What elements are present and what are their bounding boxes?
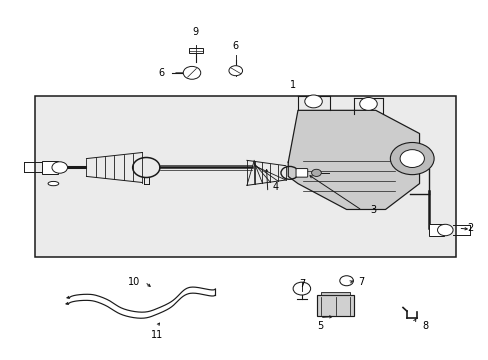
Circle shape [359, 98, 376, 111]
Circle shape [304, 95, 322, 108]
Circle shape [399, 150, 424, 167]
Text: 11: 11 [150, 330, 163, 341]
Circle shape [437, 224, 452, 236]
Text: 2: 2 [467, 223, 473, 233]
Bar [35, 96, 455, 257]
Ellipse shape [48, 181, 59, 186]
Text: 3: 3 [369, 205, 376, 215]
Text: 9: 9 [192, 27, 199, 37]
Text: 5: 5 [316, 321, 323, 332]
Circle shape [389, 143, 433, 175]
Text: 1: 1 [289, 80, 296, 90]
Bar [42, 161, 58, 174]
Circle shape [292, 282, 310, 295]
Text: 10: 10 [127, 277, 140, 287]
Circle shape [228, 66, 242, 76]
Circle shape [183, 66, 201, 79]
Circle shape [339, 276, 353, 286]
Bar [321, 292, 349, 295]
Text: 6: 6 [159, 68, 164, 78]
FancyBboxPatch shape [295, 168, 307, 177]
Bar [428, 224, 443, 236]
Circle shape [311, 169, 321, 176]
Bar [189, 48, 202, 53]
Text: 8: 8 [422, 321, 427, 331]
Text: 6: 6 [232, 41, 238, 51]
Circle shape [52, 162, 67, 173]
Bar [317, 295, 353, 316]
Text: 4: 4 [272, 182, 279, 192]
Text: 7: 7 [298, 279, 305, 289]
Text: 7: 7 [357, 277, 364, 287]
Polygon shape [287, 111, 419, 210]
